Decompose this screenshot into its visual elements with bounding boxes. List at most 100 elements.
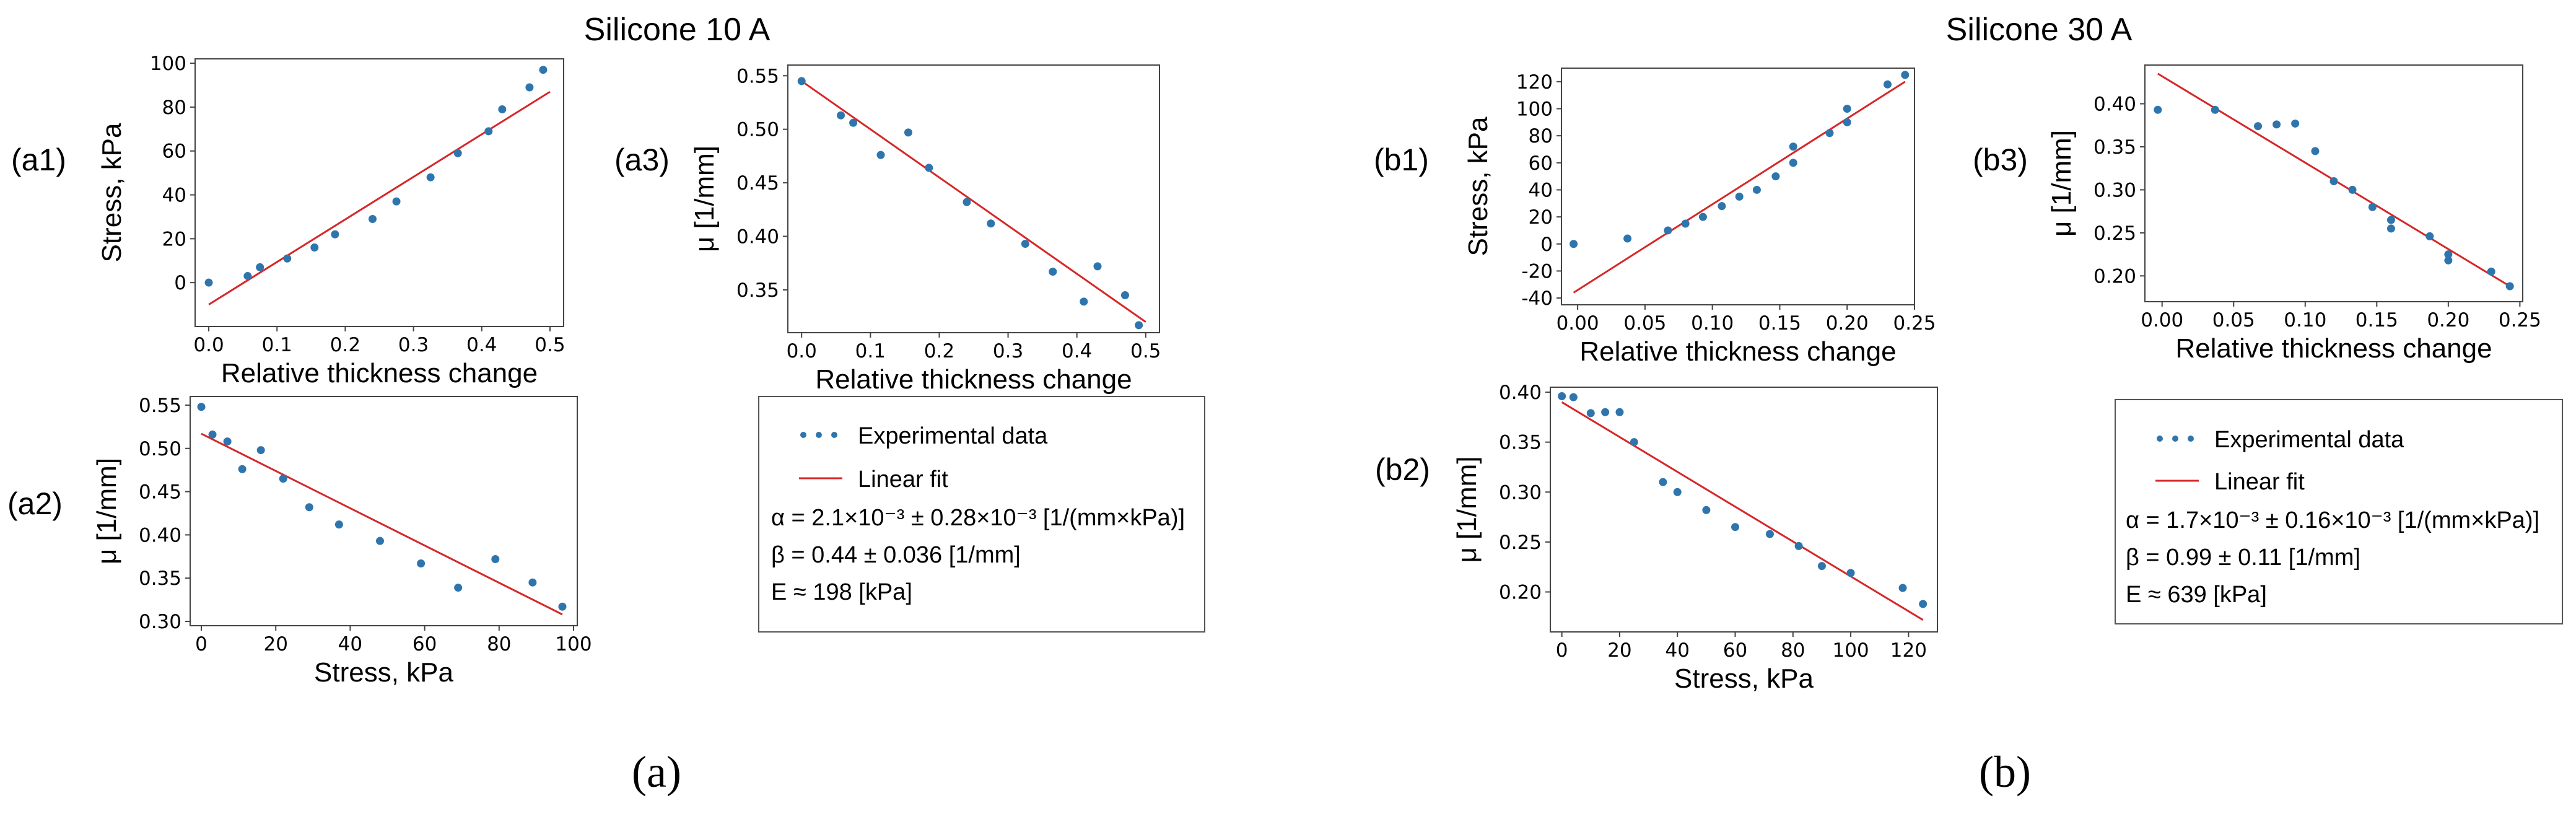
x-tick-label: 0.5 (535, 334, 565, 356)
y-tick-label: 0.55 (139, 395, 181, 417)
y-axis-label: Stress, kPa (1463, 116, 1493, 256)
y-tick-label: 0.45 (736, 172, 779, 195)
y-tick-label: 0.45 (139, 481, 181, 504)
data-point (368, 214, 377, 223)
x-tick-label: 0.2 (924, 340, 954, 362)
data-point (876, 151, 885, 159)
y-tick-label: 0.40 (2094, 94, 2136, 116)
data-point (1898, 584, 1907, 592)
data-point (1570, 240, 1578, 248)
data-point (1817, 562, 1826, 571)
data-point (453, 149, 462, 157)
x-tick-label: 0.00 (2141, 309, 2183, 331)
chart-b2: 0 20 40 60 80 100 120 0.20 0.25 0.30 0.35 0.40 Stres… (1375, 382, 1938, 694)
legend-b-marker-dot (2157, 436, 2163, 442)
data-point (1702, 506, 1711, 514)
data-point (1080, 297, 1088, 306)
fit-line (1573, 81, 1906, 294)
x-tick-label: 0.4 (466, 334, 497, 356)
data-point (2254, 122, 2263, 131)
data-point (528, 578, 537, 587)
y-axis-label: μ [1/mm] (2046, 130, 2077, 237)
x-tick-label: 0.00 (1557, 312, 1599, 335)
x-axis-label: Relative thickness change (221, 358, 538, 388)
data-point (1135, 321, 1143, 330)
y-tick-label: 0.50 (139, 438, 181, 460)
data-point (1673, 488, 1682, 496)
data-point (454, 584, 463, 592)
fit-line (1561, 401, 1924, 621)
legend-a-marker-dot (800, 432, 806, 438)
y-tick-label: 0.40 (139, 524, 181, 546)
data-point (1789, 142, 1797, 151)
legend-a: Experimental data Linear fit α = 2.1×10⁻… (758, 396, 1205, 633)
legend-a-entry-fit: Linear fit (858, 466, 948, 493)
sublabel-a: (a) (632, 747, 681, 797)
x-tick-label: 40 (338, 633, 362, 655)
legend-b-beta: β = 0.99 ± 0.11 [1/mm] (2126, 545, 2360, 571)
data-point (1681, 219, 1690, 228)
data-point (310, 243, 319, 252)
data-point (2487, 267, 2495, 276)
y-tick-label: 0 (174, 272, 186, 294)
data-point (1843, 104, 1851, 113)
data-point (539, 66, 548, 74)
data-point (1049, 268, 1057, 276)
data-point (849, 118, 858, 127)
y-axis-label: μ [1/mm] (92, 458, 122, 564)
y-tick-label: 100 (150, 53, 186, 75)
data-point (558, 602, 567, 611)
legend-a-marker-dot (816, 432, 822, 438)
data-point (256, 446, 265, 455)
legend-b-marker-dot (2172, 436, 2178, 442)
y-tick-label: 0.40 (736, 226, 779, 248)
data-point (2368, 203, 2377, 211)
data-point (2505, 282, 2514, 291)
legend-a-marker-dot (831, 432, 837, 438)
plot-frame (2144, 64, 2523, 302)
x-tick-label: 0.10 (2284, 309, 2326, 331)
data-point (2386, 216, 2395, 224)
y-tick-label: -40 (1521, 287, 1553, 310)
y-tick-label: 100 (1516, 98, 1553, 120)
x-tick-label: 0.20 (2427, 309, 2469, 331)
data-point (1771, 172, 1780, 181)
y-tick-label: 0.40 (1499, 382, 1542, 404)
y-tick-label: 0.55 (736, 65, 779, 87)
y-tick-label: 0.25 (2094, 222, 2136, 245)
data-point (305, 503, 313, 512)
x-tick-label: 40 (1665, 639, 1689, 662)
legend-a-beta: β = 0.44 ± 0.036 [1/mm] (771, 542, 1021, 568)
y-axis-label: μ [1/mm] (1452, 456, 1482, 563)
data-point (2444, 250, 2453, 259)
data-point (1731, 523, 1740, 532)
data-point (2211, 105, 2219, 114)
data-point (1630, 438, 1638, 447)
y-tick-label: 0.50 (736, 119, 779, 141)
x-tick-label: 0.0 (787, 340, 817, 362)
y-tick-label: 80 (162, 97, 186, 119)
data-point (1093, 262, 1102, 271)
x-tick-label: 20 (263, 633, 287, 655)
y-tick-label: 40 (1529, 179, 1553, 201)
legend-b-entry-fit: Linear fit (2214, 469, 2305, 495)
x-tick-label: 0.0 (193, 334, 224, 356)
y-axis-label: μ [1/mm] (689, 146, 720, 252)
plot-frame (1561, 68, 1915, 305)
data-point (223, 437, 232, 446)
y-tick-label: 0.30 (2094, 179, 2136, 201)
y-tick-label: 20 (162, 228, 186, 250)
data-point (2444, 256, 2453, 265)
data-point (1718, 202, 1726, 211)
data-point (1623, 234, 1632, 243)
y-tick-label: 120 (1516, 71, 1553, 94)
chart-a1: 0.0 0.1 0.2 0.3 0.4 0.5 0 20 40 60 80 100 Relative t… (11, 53, 565, 388)
y-tick-label: 80 (1529, 125, 1553, 147)
data-point (392, 197, 401, 206)
x-tick-label: 0.3 (993, 340, 1023, 362)
x-tick-label: 80 (1781, 639, 1805, 662)
x-tick-label: 80 (487, 633, 511, 655)
data-point (334, 520, 343, 529)
